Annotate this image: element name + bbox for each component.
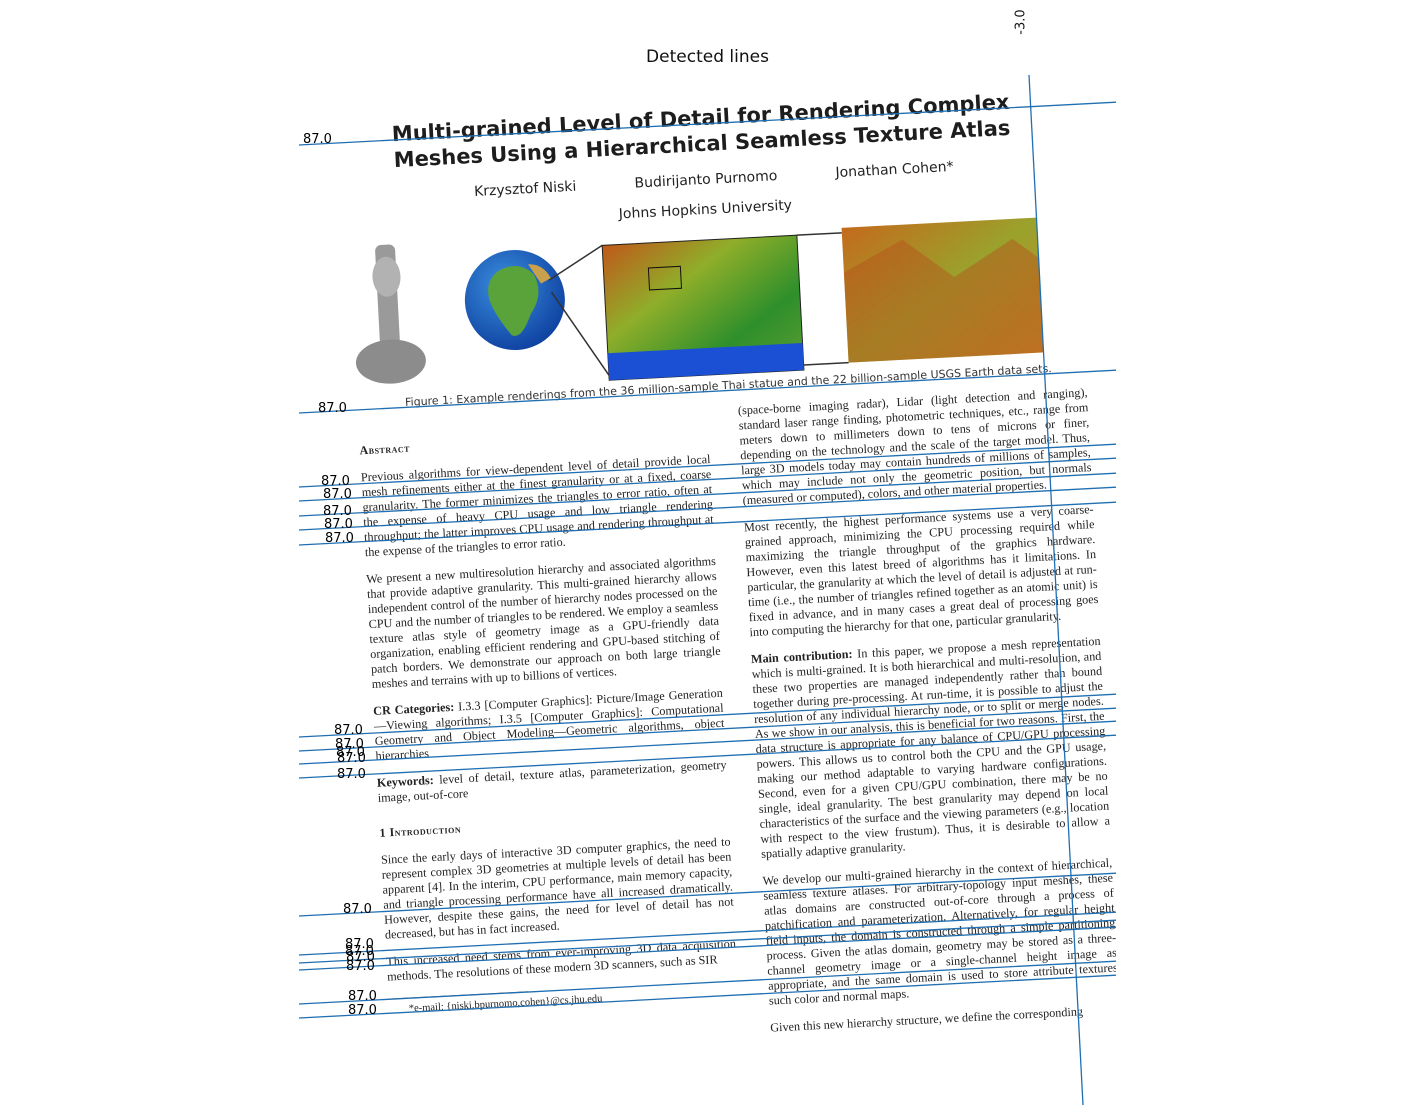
detected-line	[298, 919, 1117, 964]
detected-line	[298, 693, 1117, 738]
figure-1	[355, 217, 1044, 384]
line-angle-label: 87.0	[336, 745, 365, 760]
detected-line	[298, 720, 1117, 765]
detected-line	[298, 926, 1117, 971]
detected-line	[298, 457, 1117, 502]
line-angle-label: 87.0	[337, 767, 366, 782]
line-angle-label: 87.0	[335, 737, 364, 752]
line-angle-label: 87.0	[318, 401, 347, 416]
line-angle-label: 87.0	[334, 723, 363, 738]
detected-line	[298, 443, 1117, 488]
detected-line	[298, 472, 1117, 517]
thai-statue-image	[355, 244, 426, 384]
line-angle-label: 87.0	[345, 937, 374, 952]
zoom-connector-line	[548, 244, 603, 281]
detected-line	[298, 369, 1117, 414]
line-angle-label: 87.0	[323, 487, 352, 502]
terrain-closeup-image	[601, 234, 805, 381]
line-angle-label: 87.0	[324, 517, 353, 532]
angle-labels-group: 87.087.087.087.087.087.087.087.087.087.0…	[303, 132, 377, 1018]
zoom-connector-line	[803, 361, 849, 366]
detected-line	[298, 974, 1117, 1019]
line-angle-label: 87.0	[303, 132, 332, 147]
detected-line	[298, 872, 1117, 917]
detected-line	[298, 911, 1117, 956]
line-angle-label: 87.0	[348, 989, 377, 1004]
line-angle-label: 87.0	[345, 944, 374, 959]
line-angle-label: 87.0	[323, 504, 352, 519]
line-angle-label: 87.0	[325, 531, 354, 546]
detected-line	[298, 501, 1117, 546]
line-angle-label: 87.0	[343, 902, 372, 917]
line-angle-label: 87.0	[348, 1003, 377, 1018]
plot-title: Detected lines	[646, 47, 769, 67]
paper-page: Multi-grained Level of Detail for Render…	[318, 75, 1116, 1089]
line-angle-label: 87.0	[321, 474, 350, 489]
zoom-connector-line	[796, 232, 842, 236]
earth-globe-image	[464, 250, 565, 351]
vertical-lines-group	[1028, 74, 1084, 1106]
scanned-page: Multi-grained Level of Detail for Render…	[299, 75, 1116, 1105]
terrain-detail-image	[841, 217, 1044, 363]
detected-line	[298, 960, 1117, 1005]
horizontal-lines-group	[298, 101, 1117, 1019]
zoom-connector-line	[550, 291, 610, 376]
line-angle-label: 87.0	[337, 751, 366, 766]
line-angle-label: 87.0	[346, 959, 375, 974]
detected-line	[298, 707, 1117, 752]
detected-line	[298, 101, 1117, 146]
line-angle-label: 87.0	[346, 950, 375, 965]
detected-line	[298, 734, 1117, 779]
detected-line	[298, 486, 1117, 531]
detected-vertical-line	[1028, 74, 1084, 1106]
